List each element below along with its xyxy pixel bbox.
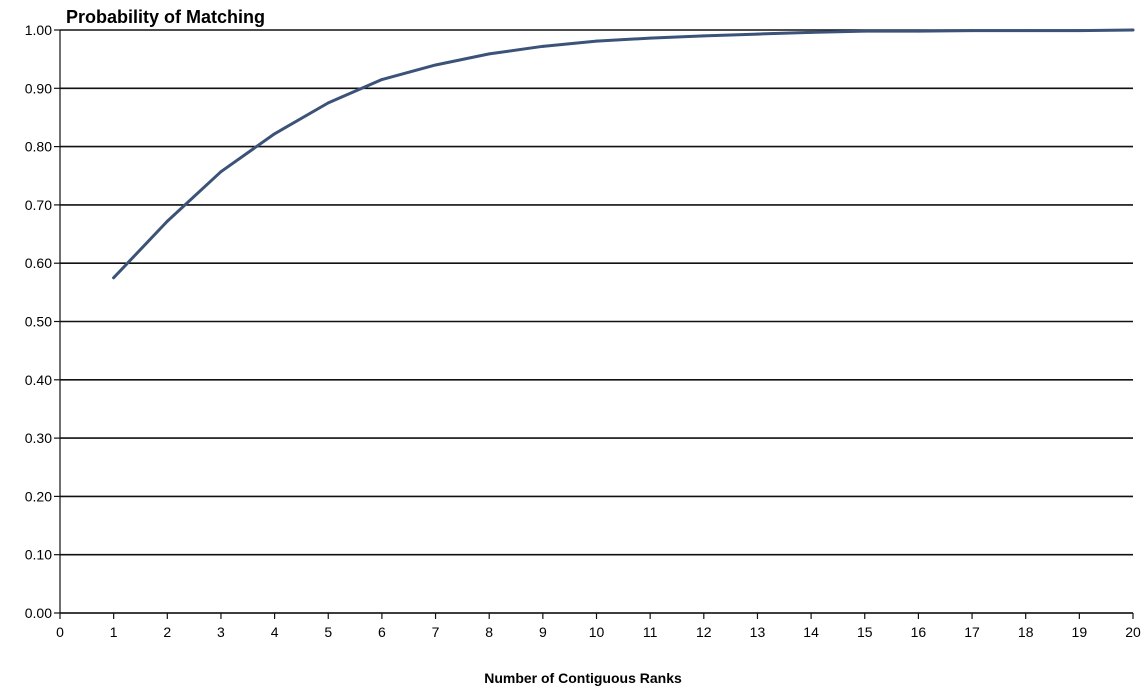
- data-point: [756, 32, 759, 36]
- y-tick-label: 0.10: [25, 547, 52, 563]
- data-point: [219, 170, 223, 174]
- x-tick-label: 11: [643, 624, 658, 640]
- data-point: [917, 29, 920, 33]
- series-layer: [112, 28, 1135, 280]
- axes: [59, 30, 1134, 619]
- y-tick-label: 0.30: [25, 430, 52, 446]
- x-tick-label: 1: [110, 624, 118, 640]
- data-point: [1131, 28, 1135, 32]
- data-point: [648, 36, 652, 40]
- data-point: [702, 34, 706, 38]
- x-tick-label: 0: [56, 624, 64, 640]
- x-tick-label: 16: [911, 624, 927, 640]
- x-tick-labels: 0 1 2 3 4 5 6 7 8 9 10 11 12 13 14 15 16 17 18 19 20: [56, 624, 1141, 640]
- x-tick-label: 3: [217, 624, 225, 640]
- data-point: [434, 63, 437, 67]
- data-point: [970, 29, 974, 32]
- x-tick-label: 13: [750, 624, 766, 640]
- data-point: [273, 132, 276, 136]
- x-tick-label: 14: [803, 624, 819, 640]
- grid: [54, 29, 1133, 614]
- chart-title: Probability of Matching: [66, 7, 265, 27]
- data-point: [487, 52, 491, 56]
- data-point: [541, 44, 545, 48]
- data-point: [863, 29, 867, 33]
- data-point: [326, 101, 330, 105]
- data-point: [1024, 29, 1028, 32]
- y-tick-label: 0.50: [25, 314, 52, 330]
- data-point: [112, 276, 116, 280]
- x-tick-label: 7: [432, 624, 440, 640]
- x-tick-label: 8: [485, 624, 493, 640]
- y-tick-label: 0.90: [25, 80, 52, 96]
- data-point: [380, 78, 384, 81]
- x-tick-label: 4: [271, 624, 279, 640]
- x-tick-label: 5: [324, 624, 332, 640]
- x-tick-label: 17: [964, 624, 980, 640]
- y-tick-label: 0.60: [25, 255, 52, 271]
- y-tick-label: 1.00: [25, 22, 52, 38]
- x-tick-label: 9: [539, 624, 547, 640]
- x-tick-label: 19: [1072, 624, 1088, 640]
- y-tick-label: 0.80: [25, 139, 52, 155]
- series-line: [112, 28, 1135, 280]
- x-tick-label: 20: [1125, 624, 1141, 640]
- x-tick-label: 15: [857, 624, 873, 640]
- x-tick-label: 10: [589, 624, 605, 640]
- x-tick-label: 2: [163, 624, 171, 640]
- data-point: [595, 39, 598, 43]
- x-tick-label: 18: [1018, 624, 1034, 640]
- y-tick-label: 0.00: [25, 605, 52, 621]
- y-tick-labels: 0.00 0.10 0.20 0.30 0.40 0.50 0.60 0.70 0.80 0.90…: [25, 22, 52, 621]
- data-point: [1077, 29, 1081, 32]
- data-point: [165, 219, 169, 223]
- data-point: [809, 30, 813, 34]
- x-tick-label: 12: [696, 624, 712, 640]
- x-tick-label: 6: [378, 624, 386, 640]
- x-axis-title: Number of Contiguous Ranks: [484, 670, 682, 686]
- y-tick-label: 0.40: [25, 372, 52, 388]
- y-tick-label: 0.20: [25, 488, 52, 504]
- y-tick-label: 0.70: [25, 197, 52, 213]
